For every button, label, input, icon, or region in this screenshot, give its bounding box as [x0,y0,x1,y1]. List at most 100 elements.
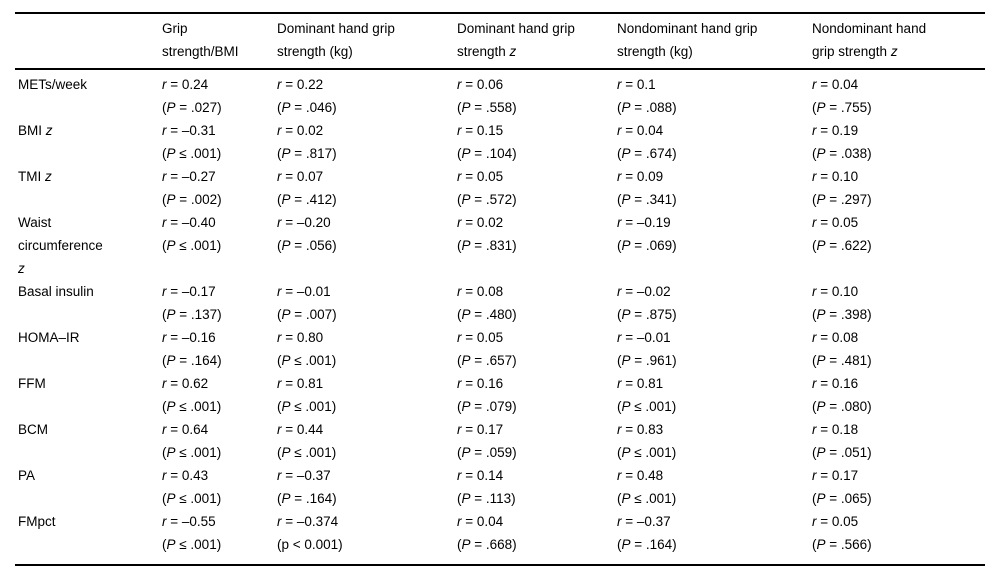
row-label-text: HOMA–IR [18,330,80,345]
table-row: BCM r = 0.64 (P ≤ .001) r = 0.44 (P ≤ .001) r… [15,418,985,464]
p-value: (P = .566) [812,537,872,552]
p-value: (P = .027) [162,100,222,115]
correlation-cell: r = 0.62 (P ≤ .001) [162,372,277,418]
row-label-text: PA [18,468,36,483]
p-value: (P = .572) [457,192,517,207]
r-value: r = 0.81 [617,376,664,391]
p-value: (P = .480) [457,307,517,322]
correlation-cell: r = 0.83 (P ≤ .001) [617,418,812,464]
p-value: (P = .080) [812,399,872,414]
correlation-cell: r = 0.18 (P = .051) [812,418,985,464]
r-value: r = 0.17 [812,468,859,483]
p-value: (P = .164) [617,537,677,552]
correlation-cell: r = 0.05 (P = .622) [812,211,985,280]
r-value: r = –0.55 [162,514,216,529]
correlation-cell: r = –0.19 (P = .069) [617,211,812,280]
r-value: r = 0.10 [812,169,859,184]
correlation-cell: r = 0.17 (P = .065) [812,464,985,510]
p-value: (P = .038) [812,146,872,161]
p-value: (P = .007) [277,307,337,322]
correlation-cell: r = 0.16 (P = .080) [812,372,985,418]
row-label-text: Basal insulin [18,284,94,299]
r-value: r = 0.19 [812,123,859,138]
p-value: (P = .558) [457,100,517,115]
correlation-cell: r = 0.15 (P = .104) [457,119,617,165]
p-value: (P = .831) [457,238,517,253]
r-value: r = 0.09 [617,169,664,184]
row-label-text: Waist circumference z [18,215,103,276]
p-value: (P = .104) [457,146,517,161]
correlation-cell: r = 0.10 (P = .398) [812,280,985,326]
correlation-cell: r = –0.55 (P ≤ .001) [162,510,277,565]
p-value: (P ≤ .001) [162,491,222,506]
p-value: (P = .875) [617,307,677,322]
p-value: (P = .481) [812,353,872,368]
p-value: (P ≤ .001) [162,537,222,552]
r-value: r = –0.19 [617,215,671,230]
p-value: (P = .113) [457,491,516,506]
p-value: (P = .051) [812,445,872,460]
r-value: r = 0.05 [812,514,859,529]
row-label: FFM [15,372,162,418]
r-value: r = 0.06 [457,77,504,92]
column-header-1: Grip strength/BMI [162,13,277,70]
p-value: (P ≤ .001) [617,491,677,506]
r-value: r = 0.02 [457,215,504,230]
r-value: r = –0.31 [162,123,216,138]
p-value: (P = .412) [277,192,337,207]
correlation-cell: r = 0.24 (P = .027) [162,69,277,119]
r-value: r = 0.43 [162,468,209,483]
correlation-cell: r = 0.81 (P ≤ .001) [277,372,457,418]
correlation-cell: r = –0.374 (p < 0.001) [277,510,457,565]
p-value: (P ≤ .001) [162,238,222,253]
correlation-cell: r = –0.01 (P = .961) [617,326,812,372]
r-value: r = 0.08 [812,330,859,345]
correlation-cell: r = 0.08 (P = .481) [812,326,985,372]
p-value: (P = .341) [617,192,677,207]
r-value: r = –0.01 [617,330,671,345]
r-value: r = 0.15 [457,123,504,138]
correlation-cell: r = 0.05 (P = .657) [457,326,617,372]
p-value: (P = .674) [617,146,677,161]
r-value: r = 0.81 [277,376,324,391]
p-value: (P = .164) [277,491,337,506]
p-value: (P = .088) [617,100,677,115]
correlation-cell: r = 0.48 (P ≤ .001) [617,464,812,510]
r-value: r = 0.64 [162,422,209,437]
r-value: r = –0.37 [277,468,331,483]
correlation-cell: r = –0.20 (P = .056) [277,211,457,280]
r-value: r = 0.08 [457,284,504,299]
correlation-cell: r = 0.80 (P ≤ .001) [277,326,457,372]
correlation-cell: r = 0.81 (P ≤ .001) [617,372,812,418]
correlation-cell: r = 0.04 (P = .674) [617,119,812,165]
r-value: r = 0.04 [617,123,664,138]
correlation-table: Grip strength/BMI Dominant hand grip stre… [15,12,985,566]
r-value: r = 0.04 [812,77,859,92]
table-row: FMpct r = –0.55 (P ≤ .001) r = –0.374 (p < 0… [15,510,985,565]
correlation-cell: r = 0.04 (P = .668) [457,510,617,565]
p-value: (P ≤ .001) [277,353,337,368]
correlation-cell: r = 0.07 (P = .412) [277,165,457,211]
table-row: TMI z r = –0.27 (P = .002) r = 0.07 (P = .41… [15,165,985,211]
table-header: Grip strength/BMI Dominant hand grip stre… [15,13,985,70]
column-header-0 [15,13,162,70]
correlation-cell: r = 0.02 (P = .831) [457,211,617,280]
table-row: PA r = 0.43 (P ≤ .001) r = –0.37 (P = .164) r… [15,464,985,510]
p-value: (P = .622) [812,238,872,253]
r-value: r = 0.10 [812,284,859,299]
row-label-text: FMpct [18,514,56,529]
row-label-text: BCM [18,422,48,437]
correlation-cell: r = 0.17 (P = .059) [457,418,617,464]
table-row: METs/week r = 0.24 (P = .027) r = 0.22 (P = … [15,69,985,119]
p-value: (P = .398) [812,307,872,322]
r-value: r = 0.44 [277,422,324,437]
r-value: r = –0.37 [617,514,671,529]
r-value: r = –0.27 [162,169,216,184]
r-value: r = 0.16 [457,376,504,391]
row-label: Waist circumference z [15,211,162,280]
p-value: (P = .755) [812,100,872,115]
table-row: HOMA–IR r = –0.16 (P = .164) r = 0.80 (P ≤ .… [15,326,985,372]
correlation-cell: r = 0.09 (P = .341) [617,165,812,211]
r-value: r = 0.83 [617,422,664,437]
